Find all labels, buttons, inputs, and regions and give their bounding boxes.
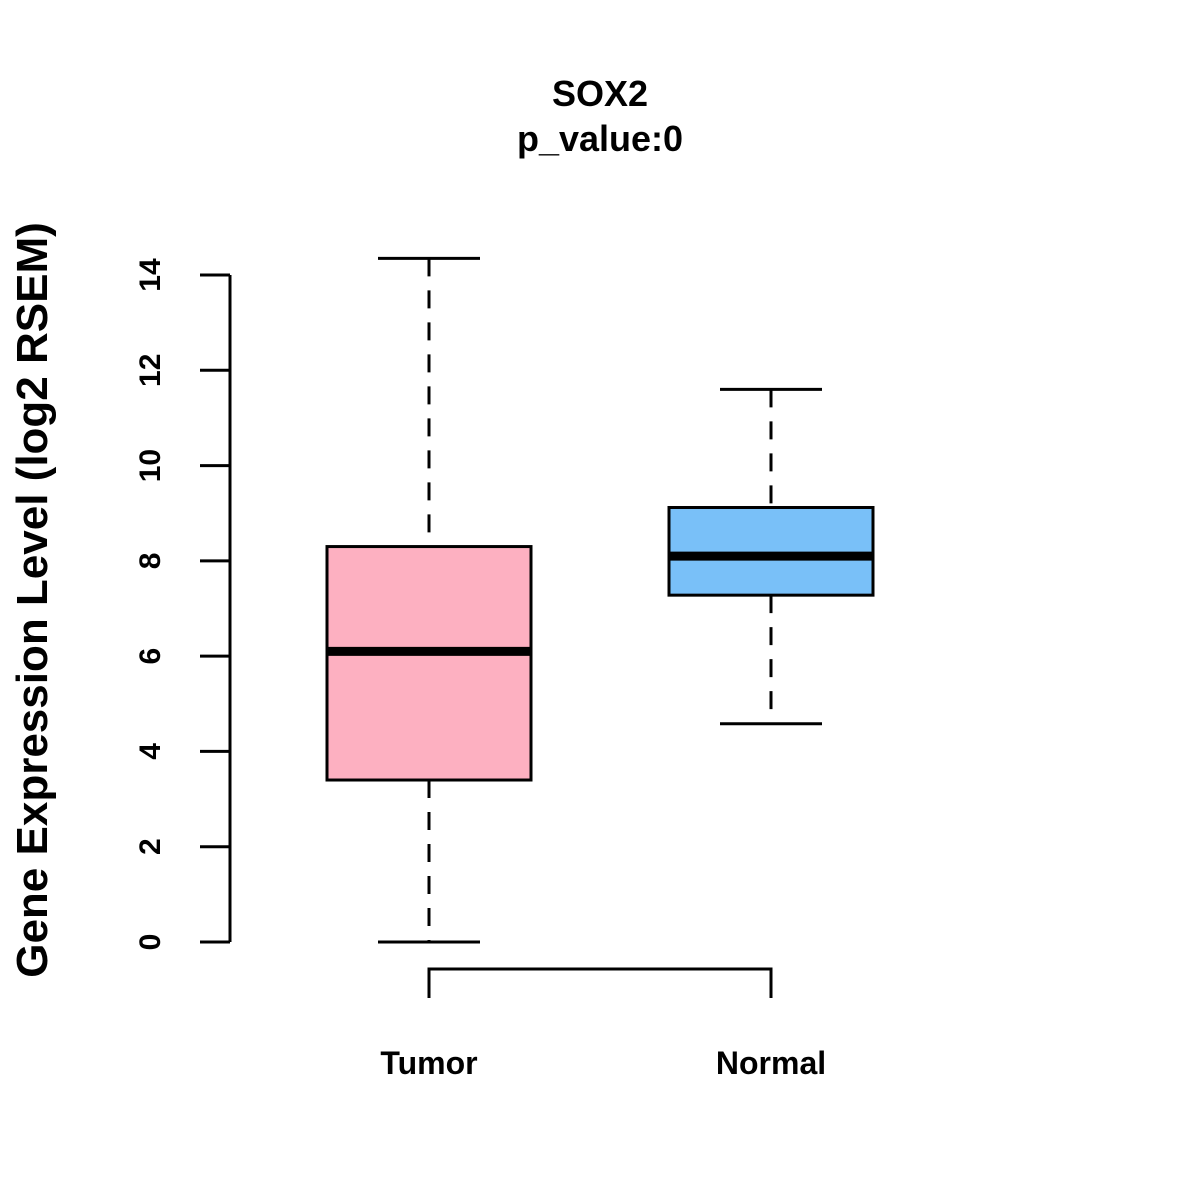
y-tick-label: 14 bbox=[134, 258, 167, 292]
y-axis-label: Gene Expression Level (log2 RSEM) bbox=[8, 222, 57, 978]
boxes bbox=[325, 256, 875, 944]
iqr-box bbox=[325, 545, 533, 782]
x-axis-labels: Tumor Normal bbox=[380, 1045, 826, 1081]
y-tick-label: 4 bbox=[134, 743, 167, 760]
chart-title: SOX2 bbox=[552, 73, 648, 114]
chart-subtitle: p_value:0 bbox=[517, 118, 683, 159]
box-normal bbox=[667, 387, 875, 726]
y-tick-label: 0 bbox=[134, 934, 167, 951]
y-tick-label: 2 bbox=[134, 838, 167, 855]
y-tick-label: 10 bbox=[134, 449, 167, 482]
comparison-bracket bbox=[427, 967, 773, 998]
x-category-label: Normal bbox=[716, 1045, 826, 1081]
y-tick-label: 12 bbox=[134, 354, 167, 387]
x-category-label: Tumor bbox=[380, 1045, 477, 1081]
bracket-line bbox=[427, 967, 773, 998]
iqr-box bbox=[667, 505, 875, 597]
y-axis: 0 2 4 6 8 10 12 14 bbox=[134, 258, 232, 951]
y-tick-label: 8 bbox=[134, 553, 167, 570]
y-tick-label: 6 bbox=[134, 648, 167, 665]
box-tumor bbox=[325, 256, 533, 944]
